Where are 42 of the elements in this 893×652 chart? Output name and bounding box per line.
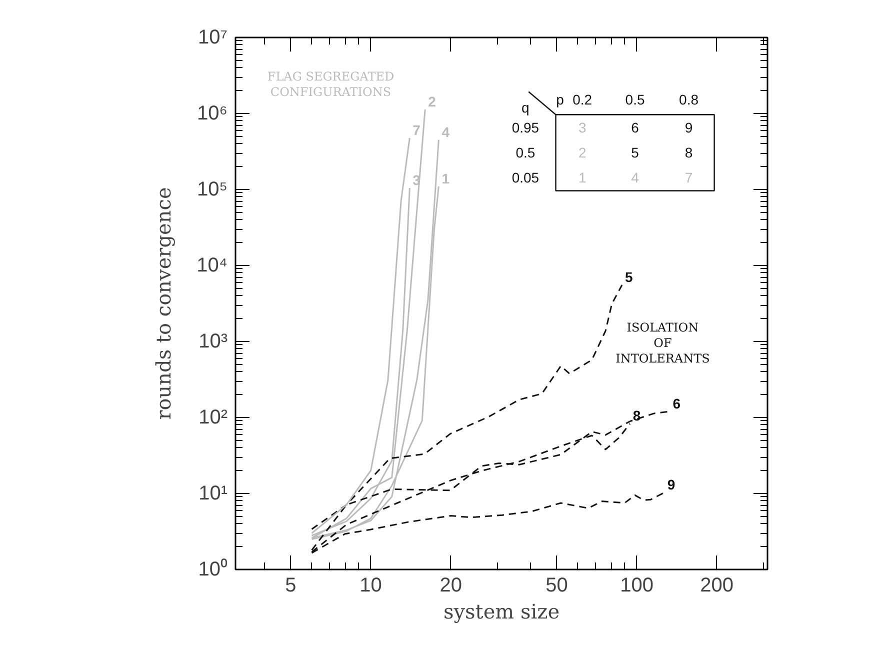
series-label: 5	[625, 268, 634, 285]
series-label: 2	[428, 93, 436, 110]
series-label: 9	[667, 476, 676, 493]
series-label: 7	[412, 122, 421, 138]
text: 5	[631, 144, 639, 160]
y-tick-label: 10²	[198, 406, 228, 428]
annotation: 0.8	[679, 92, 699, 108]
y-tick-label: 10¹	[198, 482, 228, 504]
annotation: 0.5	[516, 144, 536, 160]
x-tick-label: 20	[440, 574, 462, 596]
annotation: p	[556, 92, 564, 108]
annotation: 0.05	[512, 169, 540, 186]
x-tick-label: 100	[620, 574, 654, 596]
x-axis-title: system size	[443, 600, 560, 624]
annotation: FLAG SEGREGATED CONFIGURATIONS	[267, 69, 394, 99]
y-tick-label: 10⁶	[197, 102, 228, 124]
annotation: 0.95	[512, 119, 540, 136]
y-axis-title: rounds to convergence	[152, 187, 176, 420]
x-tick-label: 200	[700, 574, 734, 596]
text: 6	[631, 119, 639, 136]
series-label: 4	[442, 124, 450, 140]
series-label: 1	[442, 170, 450, 186]
y-tick-label: 10³	[198, 330, 228, 352]
y-tick-label: 10⁰	[198, 558, 228, 580]
text: 3	[578, 119, 586, 136]
text: 2	[578, 144, 586, 160]
annotation: 0.2	[572, 92, 592, 108]
series-label: 6	[672, 395, 681, 412]
x-tick-label: 5	[285, 574, 296, 596]
x-tick-label: 50	[546, 574, 568, 596]
text: 9	[684, 119, 693, 136]
x-tick-label: 10	[360, 574, 382, 596]
text: 7	[684, 169, 693, 186]
annotation: q	[522, 100, 530, 116]
y-tick-label: 10⁴	[196, 254, 228, 276]
text: 1	[578, 169, 586, 186]
text: 8	[684, 144, 693, 160]
y-tick-label: 10⁵	[196, 178, 228, 200]
annotation: 0.5	[625, 92, 645, 108]
text: 4	[631, 169, 639, 186]
y-tick-label: 10⁷	[198, 26, 228, 48]
annotation: ISOLATION OF INTOLERANTS	[616, 320, 710, 366]
